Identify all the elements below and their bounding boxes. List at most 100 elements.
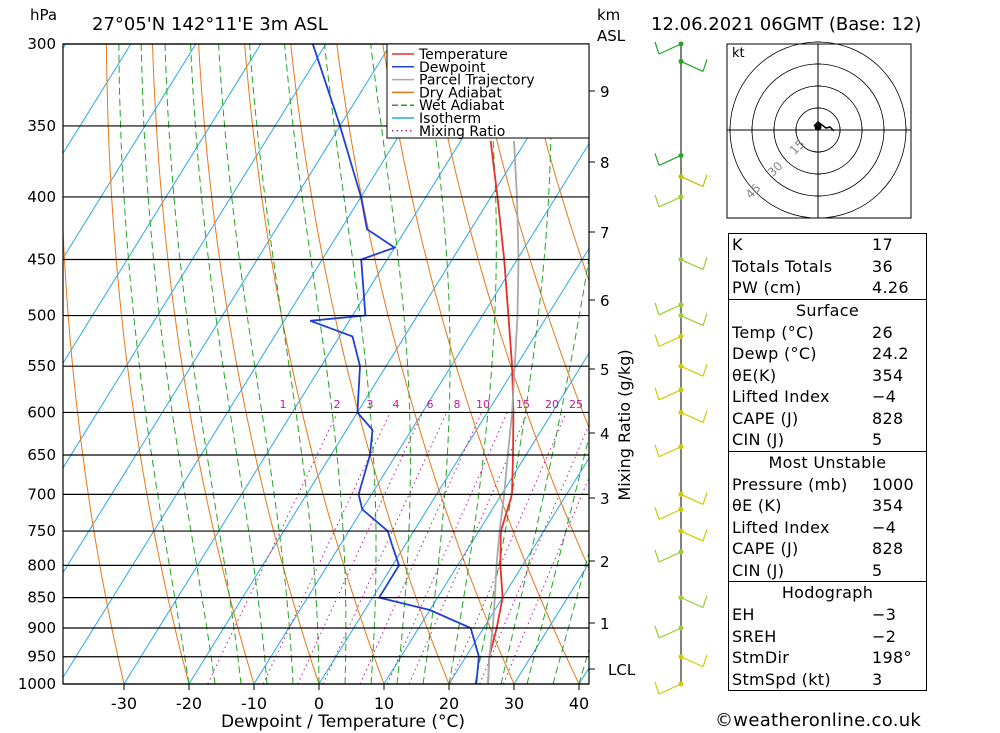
km-tick-label: 1 xyxy=(600,615,610,633)
mixing-ratio-line xyxy=(297,412,424,684)
isotherm-line xyxy=(448,457,589,684)
legend-box xyxy=(386,43,590,139)
stats-key: θE(K) xyxy=(732,365,777,385)
km-tick-label: 2 xyxy=(600,553,610,571)
pressure-tick-label: 300 xyxy=(27,35,56,53)
mixing-ratio-label: 4 xyxy=(393,398,400,411)
stats-key: SREH xyxy=(732,626,777,646)
hpa-label: hPa xyxy=(30,6,57,24)
legend-label: Mixing Ratio xyxy=(419,124,505,140)
dry-adiabat xyxy=(198,44,320,684)
stats-value: −4 xyxy=(872,517,897,537)
stats-row: StmDir 198° xyxy=(729,647,926,669)
stats-value: 1000 xyxy=(872,474,914,494)
x-tick-label: 20 xyxy=(439,694,459,713)
wind-barb xyxy=(658,304,682,316)
x-tick-label: 10 xyxy=(374,694,394,713)
stats-row: Pressure (mb) 1000 xyxy=(729,474,926,496)
x-tick-label: 0 xyxy=(314,694,324,713)
stats-value: 5 xyxy=(872,560,883,580)
wind-barb-feather xyxy=(702,59,708,72)
wind-barb xyxy=(680,314,704,327)
storm-motion-marker xyxy=(814,123,822,131)
mixing-ratio-label: 2 xyxy=(334,398,341,411)
stats-value: −2 xyxy=(872,626,897,646)
x-tick-label: -10 xyxy=(241,694,267,713)
km-tick-label: 4 xyxy=(600,425,610,443)
wind-barb-feather xyxy=(654,681,660,695)
stats-panel: K 17 Totals Totals 36 PW (cm) 4.26 Surface Temp… xyxy=(728,233,927,691)
stats-row: PW (cm) 4.26 xyxy=(729,277,926,299)
wind-barb xyxy=(658,389,682,401)
pressure-tick-label: 500 xyxy=(27,307,56,325)
stats-row: StmSpd (kt) 3 xyxy=(729,669,926,691)
pressure-tick-label: 800 xyxy=(27,556,56,574)
stats-value: 24.2 xyxy=(872,344,909,363)
isotherm-line xyxy=(0,44,1,684)
isotherm-line xyxy=(383,352,589,684)
pressure-tick-label: 450 xyxy=(27,251,56,269)
sounding-profiles xyxy=(309,44,520,684)
stats-key: StmDir xyxy=(732,648,790,667)
wind-barb-feather xyxy=(654,41,660,55)
wind-barb xyxy=(658,627,682,639)
stats-row: SREH −2 xyxy=(729,626,926,648)
dry-adiabat xyxy=(290,44,450,684)
wind-barb xyxy=(680,365,704,377)
wind-barb-feather xyxy=(702,595,708,608)
hodograph-unit-label: kt xyxy=(732,46,745,61)
plot-border xyxy=(62,43,590,685)
wind-barb-feather xyxy=(702,257,708,270)
surface-title: Surface xyxy=(795,300,860,320)
plot-frame xyxy=(62,43,595,690)
temperature-profile xyxy=(487,140,515,684)
wind-barb-feather xyxy=(654,549,660,563)
stats-value: 5 xyxy=(872,430,883,449)
mixing-ratio-label: 20 xyxy=(545,398,559,411)
wind-barb-feather xyxy=(654,153,660,166)
wet-adiabat xyxy=(164,44,242,684)
datetime-label: 12.06.2021 06GMT (Base: 12) xyxy=(651,14,921,35)
dry-adiabat xyxy=(244,44,385,684)
stats-row: Totals Totals 36 xyxy=(729,256,926,278)
stats-key: CAPE (J) xyxy=(732,539,799,558)
isotherm-line xyxy=(253,142,589,684)
stats-value: 828 xyxy=(872,408,904,428)
mixing-ratio-label: 15 xyxy=(516,398,530,411)
km-tick-label: 3 xyxy=(600,490,610,508)
wind-barb xyxy=(680,60,704,72)
stats-key: Dewp (°C) xyxy=(732,344,817,363)
isotherm-line xyxy=(63,44,457,679)
footer-credit: ©weatheronline.co.uk xyxy=(715,710,922,731)
wind-barb xyxy=(680,530,704,542)
isotherm-line xyxy=(63,44,197,260)
stats-key: CIN (J) xyxy=(732,560,785,580)
stats-row: CIN (J) 5 xyxy=(729,560,926,582)
x-tick-label: -30 xyxy=(111,694,137,713)
mixing-ratio-label: 1 xyxy=(280,398,287,411)
pressure-tick-label: 650 xyxy=(27,446,56,464)
wind-barb-feather xyxy=(702,528,708,542)
wind-barb-feather xyxy=(654,194,660,208)
wet-adiabat xyxy=(118,44,190,684)
wind-barb-feather xyxy=(654,507,660,520)
stats-key: Lifted Index xyxy=(732,387,830,406)
lcl-label: LCL xyxy=(608,661,636,679)
wind-barb xyxy=(680,656,704,668)
stats-section: Surface Temp (°C) 26 Dewp (°C) 24.2 θE(K) 354 L… xyxy=(728,299,927,452)
stats-row: Lifted Index −4 xyxy=(729,386,926,408)
stats-section: Hodograph EH −3 SREH −2 StmDir 198° StmSpd (kt)… xyxy=(728,582,927,691)
stats-key: CIN (J) xyxy=(732,430,785,449)
stats-key: θE (K) xyxy=(732,496,782,515)
wind-barbs xyxy=(654,41,708,695)
pressure-tick-label: 950 xyxy=(27,648,56,666)
stats-value: −3 xyxy=(872,605,897,624)
mixing-ratio-label: 10 xyxy=(476,398,490,411)
stats-key: StmSpd (kt) xyxy=(732,669,831,689)
wind-barb xyxy=(680,411,704,424)
wind-barb-feather xyxy=(654,444,660,457)
wind-barb xyxy=(658,551,682,563)
wind-barb-feather xyxy=(702,654,708,667)
